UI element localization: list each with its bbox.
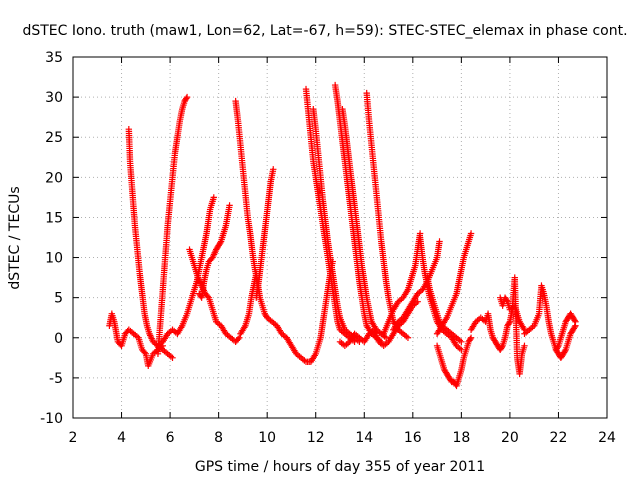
data-point (554, 343, 561, 351)
x-tick-label: 6 (166, 430, 175, 446)
data-series (380, 230, 424, 337)
plot-frame (72, 56, 608, 419)
data-point (183, 93, 191, 101)
data-point (505, 319, 513, 327)
data-point (236, 334, 243, 341)
x-tick-label: 22 (550, 430, 568, 446)
data-point (467, 334, 475, 341)
y-tick-label: -10 (40, 411, 63, 427)
y-tick-label: 25 (45, 130, 63, 146)
data-point (571, 317, 578, 324)
y-tick-label: 0 (54, 331, 63, 347)
y-tick-label: 15 (45, 210, 63, 226)
data-point (204, 293, 211, 300)
y-tick-label: 5 (54, 291, 63, 307)
chart-title: dSTEC Iono. truth (maw1, Lon=62, Lat=-67… (22, 23, 627, 39)
data-point (270, 166, 277, 173)
data-series (433, 230, 475, 337)
data-series (310, 105, 363, 345)
x-tick-label: 20 (501, 430, 519, 446)
data-point (572, 318, 579, 325)
x-tick-label: 14 (355, 430, 373, 446)
data-series (125, 126, 176, 362)
data-series (433, 334, 475, 390)
data-point (458, 338, 465, 345)
data-series (552, 310, 579, 354)
data-series (196, 202, 233, 301)
data-point (498, 343, 506, 351)
data-series (232, 97, 290, 341)
data-series (237, 270, 261, 337)
data-series (154, 93, 191, 358)
data-series (154, 194, 217, 349)
data-point (521, 342, 528, 349)
x-tick-label: 12 (307, 430, 325, 446)
x-tick-label: 16 (404, 430, 422, 446)
data-series (106, 310, 167, 370)
x-tick-label: 2 (69, 430, 78, 446)
x-tick-label: 4 (117, 430, 126, 446)
y-tick-label: 30 (45, 90, 63, 106)
data-point (467, 335, 474, 343)
data-series (253, 166, 277, 301)
data-point (141, 349, 148, 356)
data-point (503, 297, 510, 304)
data-series (521, 282, 579, 362)
data-point (183, 95, 190, 102)
data-point (217, 239, 224, 247)
data-point (226, 202, 233, 209)
data-point (561, 347, 569, 355)
data-point (169, 354, 176, 362)
y-tick-label: 35 (45, 50, 63, 66)
data-point (467, 230, 475, 237)
data-series (467, 274, 528, 378)
x-tick-label: 8 (214, 430, 223, 446)
data-point (210, 194, 217, 201)
data-point (382, 334, 390, 341)
y-tick-label: 10 (45, 251, 63, 267)
data-series (283, 258, 336, 366)
y-axis-label: dSTEC / TECUs (7, 186, 23, 289)
x-tick-label: 18 (452, 430, 470, 446)
x-tick-label: 10 (258, 430, 276, 446)
y-tick-label: 20 (45, 170, 63, 186)
y-tick-label: -5 (49, 371, 63, 387)
data-point (571, 323, 578, 331)
data-marks (106, 81, 579, 390)
data-point (234, 335, 242, 343)
x-axis-label: GPS time / hours of day 355 of year 2011 (195, 459, 485, 475)
data-series (363, 89, 412, 341)
data-point (436, 238, 443, 245)
data-point (404, 334, 412, 341)
x-tick-label: 24 (598, 430, 616, 446)
data-series (497, 294, 528, 333)
